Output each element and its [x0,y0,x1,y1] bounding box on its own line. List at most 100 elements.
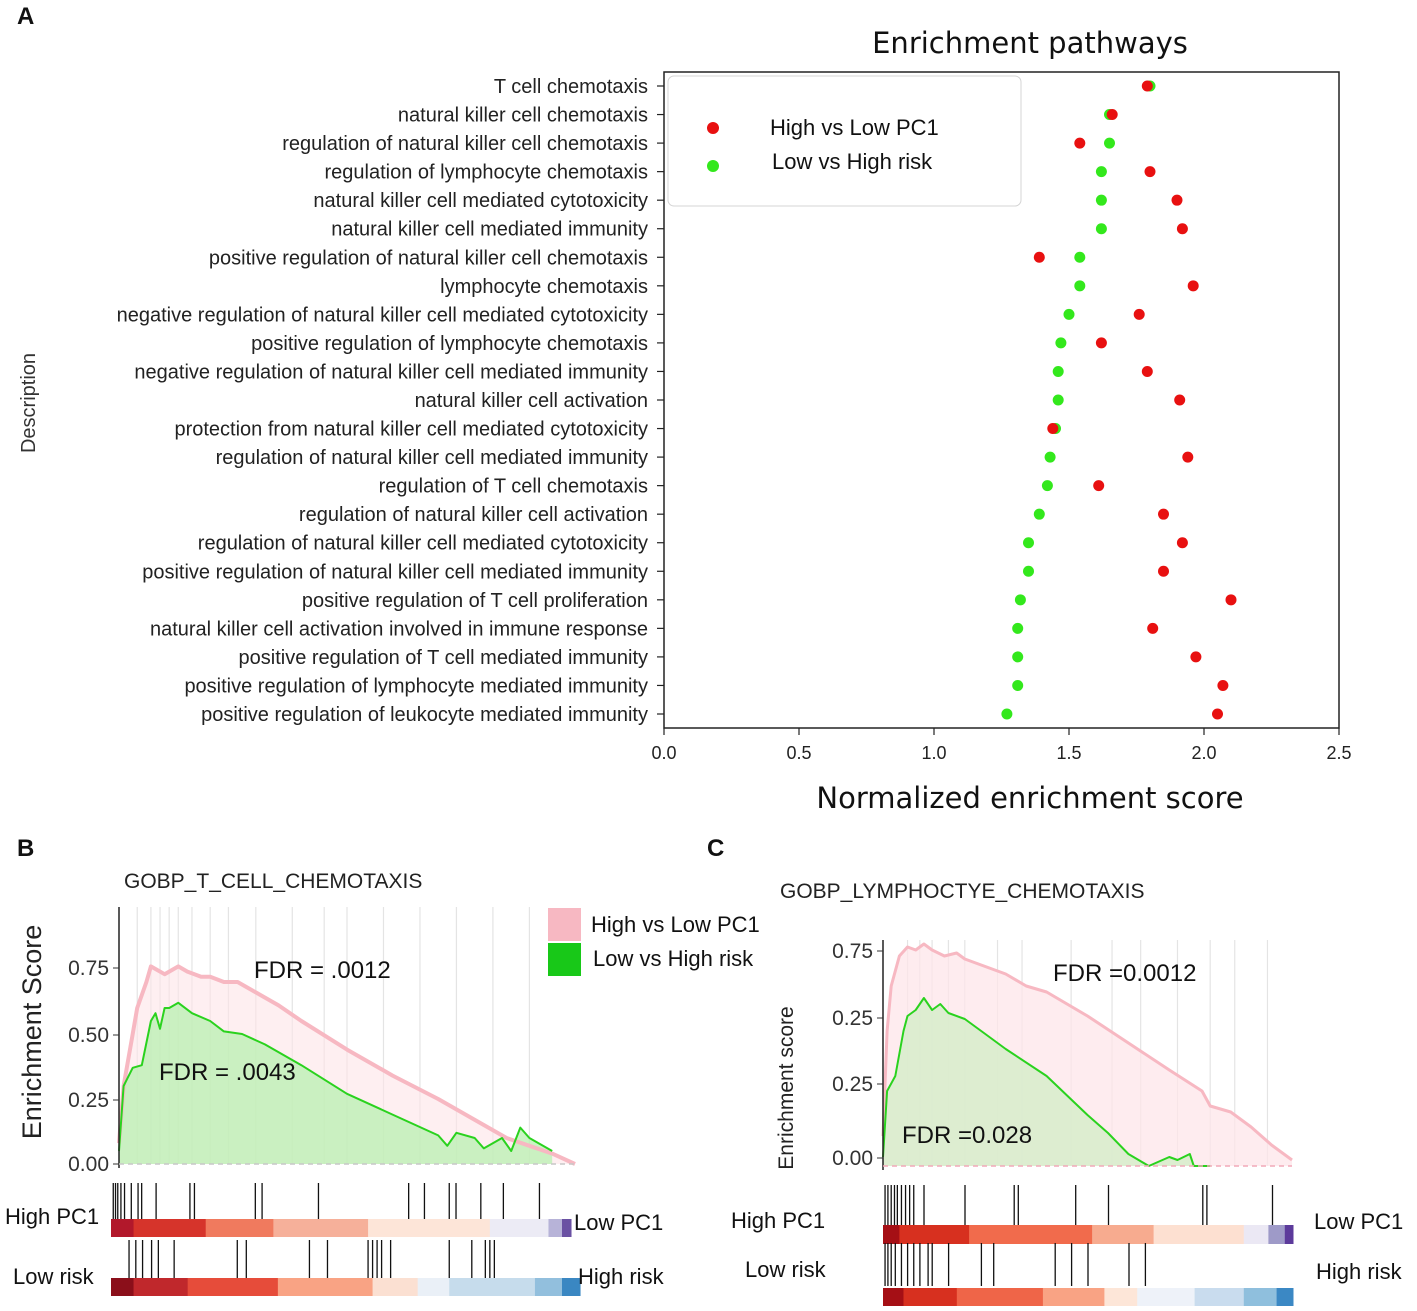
legend-label-high-pc1: High vs Low PC1 [770,115,939,140]
chart-b-rank-label-low-pc1: Low PC1 [574,1210,663,1235]
rank-strip-segment [372,1278,419,1296]
point-low-vs-high-risk [1012,651,1024,663]
rank-strip-segment [534,1278,563,1296]
y-tick-label: 0.25 [832,1007,873,1030]
x-tick-label: 2.5 [1326,743,1351,763]
point-high-vs-low-pc1 [1144,166,1156,178]
category-label: regulation of natural killer cell mediat… [216,447,648,469]
y-tick-label: 0.50 [68,1024,109,1047]
x-tick-label: 0.0 [651,743,676,763]
chart-c-y-ticks: 0.75 0.25 0.25 0.00 [832,940,883,1170]
point-low-vs-high-risk [1074,251,1086,263]
point-high-vs-low-pc1 [1141,365,1153,377]
category-label: protection from natural killer cell medi… [174,419,648,441]
category-label: positive regulation of T cell proliferat… [302,590,648,612]
chart-c-rank-label-high-risk: High risk [1316,1259,1403,1284]
category-label: natural killer cell activation involved … [150,618,648,640]
rank-strip-segment [449,1278,536,1296]
rank-strip-segment [1042,1288,1105,1306]
rank-strip-segment [1194,1288,1245,1306]
y-tick-label: 0.00 [832,1147,873,1170]
point-high-vs-low-pc1 [1095,337,1107,349]
rank-strip-segment [899,1225,970,1244]
chart-b-rank-track-risk [111,1240,581,1296]
rank-strip-segment [1243,1225,1269,1244]
category-label: regulation of natural killer cell mediat… [198,533,648,555]
category-label: natural killer cell chemotaxis [398,105,648,127]
point-high-vs-low-pc1 [1141,80,1153,92]
category-label: positive regulation of lymphocyte mediat… [184,675,648,697]
point-high-vs-low-pc1 [1158,508,1169,520]
point-low-vs-high-risk [1023,565,1034,577]
chart-b-legend: High vs Low PC1 Low vs High risk [548,908,760,976]
chart-c-fdr-low-risk: FDR =0.028 [902,1122,1032,1149]
rank-strip-segment [417,1278,450,1296]
panel-a-dot-plot: Enrichment pathways 0.0 0.5 1.0 1.5 2.0 2.5 T… [18,26,1352,815]
x-tick-label: 2.0 [1191,743,1216,763]
point-high-vs-low-pc1 [1093,480,1105,492]
legend-swatch-low-risk [548,943,581,976]
point-low-vs-high-risk [1033,508,1045,520]
x-tick-label: 1.5 [1056,743,1081,763]
chart-c-y-label: Enrichment score [775,1006,798,1169]
chart-c-rank-label-low-risk: Low risk [745,1257,827,1282]
point-low-vs-high-risk [1052,394,1064,406]
legend-swatch-high-pc1 [548,908,581,941]
point-low-vs-high-risk [1074,280,1086,292]
point-high-vs-low-pc1 [1182,451,1194,463]
x-tick-label: 0.5 [786,743,811,763]
point-low-vs-high-risk [1014,594,1026,606]
chart-b-rank-label-high-risk: High risk [578,1264,665,1289]
panel-letter-a: A [17,3,34,30]
chart-b-y-ticks: 0.75 0.50 0.25 0.00 [68,957,119,1176]
chart-b-fdr-high-pc1: FDR = .0012 [254,957,391,984]
y-tick-label: 0.25 [68,1089,109,1112]
category-label: natural killer cell mediated cytotoxicit… [313,190,648,212]
area-low-vs-high-risk [883,998,1211,1166]
rank-strip-segment [1243,1288,1278,1306]
point-high-vs-low-pc1 [1176,223,1188,235]
chart-a-y-axis: T cell chemotaxis natural killer cell che… [117,76,664,726]
rank-strip-segment [883,1225,900,1244]
panel-c-gsea-plot: GOBP_LYMPHOCTYE_CHEMOTAXIS Enrichment sc… [731,880,1403,1306]
chart-b-title: GOBP_T_CELL_CHEMOTAXIS [124,870,422,893]
rank-strip-segment [133,1219,207,1237]
point-low-vs-high-risk [1012,679,1024,691]
rank-strip-segment [489,1219,549,1237]
curve-high-vs-low-pc1 [117,964,576,1166]
category-label: regulation of T cell chemotaxis [379,476,648,498]
y-tick-label: 0.75 [68,957,109,980]
point-high-vs-low-pc1 [1147,622,1159,634]
rank-strip-segment [277,1278,374,1296]
rank-strip-segment [111,1278,135,1296]
chart-b-rank-label-low-risk: Low risk [13,1264,95,1289]
category-label: positive regulation of lymphocyte chemot… [251,333,648,355]
rank-strip-segment [562,1219,572,1237]
rank-strip-segment [1104,1288,1138,1306]
point-low-vs-high-risk [1052,365,1064,377]
point-high-vs-low-pc1 [1033,251,1045,263]
chart-c-title: GOBP_LYMPHOCTYE_CHEMOTAXIS [780,880,1144,903]
legend-b-label-high-pc1: High vs Low PC1 [591,912,760,937]
legend-marker-low-risk [707,160,719,172]
point-low-vs-high-risk [1063,308,1075,320]
area-low-vs-high-risk [119,1002,553,1164]
x-tick-label: 1.0 [921,743,946,763]
chart-c-curves [881,942,1293,1167]
point-high-vs-low-pc1 [1106,109,1118,121]
rank-strip-segment [205,1219,274,1237]
point-low-vs-high-risk [1055,337,1067,349]
rank-strip-segment [368,1219,491,1237]
point-high-vs-low-pc1 [1171,194,1183,206]
rank-strip-segment [883,1288,904,1306]
point-low-vs-high-risk [1044,451,1056,463]
rank-strip-segment [133,1278,189,1296]
chart-c-rank-label-low-pc1: Low PC1 [1314,1209,1403,1234]
rank-strip-segment [1137,1288,1196,1306]
point-high-vs-low-pc1 [1187,280,1199,292]
chart-a-x-label: Normalized enrichment score [816,781,1243,815]
category-label: regulation of lymphocyte chemotaxis [325,162,649,184]
point-low-vs-high-risk [1095,194,1107,206]
point-low-vs-high-risk [1012,622,1024,634]
